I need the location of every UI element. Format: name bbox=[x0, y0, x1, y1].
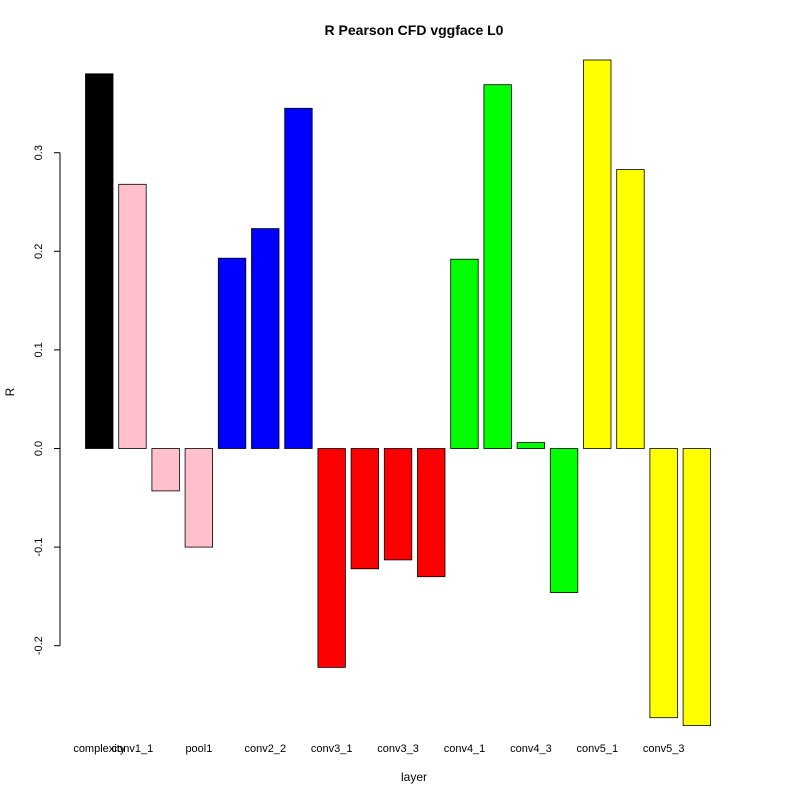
bar-conv5-3 bbox=[649, 448, 678, 719]
x-tick-label-complexity: complexity bbox=[73, 743, 125, 755]
bar-pool3 bbox=[417, 448, 446, 578]
y-tick-label: 0.2 bbox=[33, 244, 45, 259]
y-tick-label: 0.3 bbox=[33, 145, 45, 160]
x-tick-label-pool1: pool1 bbox=[185, 743, 212, 755]
y-tick-label: 0.1 bbox=[33, 342, 45, 357]
bar-pool4 bbox=[549, 448, 579, 593]
bars-group bbox=[85, 59, 711, 727]
bar-conv4-3 bbox=[516, 442, 545, 449]
y-tick-label: -0.1 bbox=[33, 538, 45, 557]
bar-conv2-1 bbox=[217, 257, 247, 449]
x-tick-label-conv3-1: conv3_1 bbox=[311, 743, 353, 755]
y-tick-label: -0.2 bbox=[33, 636, 45, 655]
y-tick-label: 0.0 bbox=[33, 441, 45, 456]
bar-pool5 bbox=[682, 448, 711, 727]
bar-pool2 bbox=[284, 107, 313, 449]
y-axis-label: R bbox=[3, 387, 17, 396]
x-tick-label-conv4-1: conv4_1 bbox=[444, 743, 486, 755]
x-tick-label-conv3-3: conv3_3 bbox=[377, 743, 419, 755]
x-tick-label-conv2-2: conv2_2 bbox=[245, 743, 287, 755]
x-tick-label-conv4-3: conv4_3 bbox=[510, 743, 552, 755]
x-tick-label-conv5-1: conv5_1 bbox=[577, 743, 619, 755]
bar-conv5-1 bbox=[583, 59, 612, 449]
bar-conv3-2 bbox=[350, 448, 380, 570]
bar-conv1-1 bbox=[118, 183, 147, 449]
bar-conv2-2 bbox=[251, 228, 280, 449]
y-axis: -0.2 -0.1 0.0 0.1 0.2 0.3 bbox=[33, 145, 61, 655]
x-axis-label: layer bbox=[401, 770, 427, 784]
bar-conv5-2 bbox=[616, 169, 645, 449]
x-tick-label-conv5-3: conv5_3 bbox=[643, 743, 685, 755]
x-tick-label-conv1-1: conv1_1 bbox=[112, 743, 154, 755]
bar-complexity bbox=[85, 73, 114, 449]
bar-conv3-1 bbox=[317, 448, 346, 668]
chart-title: R Pearson CFD vggface L0 bbox=[325, 22, 504, 38]
bar-pool1 bbox=[184, 448, 214, 548]
bar-conv3-3 bbox=[383, 448, 413, 561]
bar-conv1-2 bbox=[151, 448, 180, 492]
bar-conv4-1 bbox=[450, 258, 479, 449]
bar-conv4-2 bbox=[483, 84, 512, 449]
